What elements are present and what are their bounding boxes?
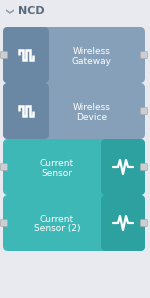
FancyBboxPatch shape [3, 195, 145, 251]
Text: ❯: ❯ [3, 7, 12, 15]
Text: Sensor: Sensor [42, 168, 72, 178]
FancyBboxPatch shape [3, 139, 145, 195]
Text: Gateway: Gateway [72, 57, 112, 66]
Bar [39, 88, 46, 134]
Bar [106, 200, 113, 246]
FancyBboxPatch shape [141, 108, 147, 114]
FancyBboxPatch shape [101, 139, 145, 195]
FancyBboxPatch shape [141, 220, 147, 226]
FancyBboxPatch shape [3, 27, 145, 83]
Text: Device: Device [76, 113, 108, 122]
FancyBboxPatch shape [141, 164, 147, 170]
FancyBboxPatch shape [0, 220, 8, 226]
Text: Current: Current [40, 159, 74, 167]
FancyBboxPatch shape [0, 52, 8, 58]
Text: Wireless: Wireless [73, 103, 111, 111]
Text: Sensor (2): Sensor (2) [34, 224, 80, 234]
Text: Current: Current [40, 215, 74, 224]
FancyBboxPatch shape [141, 52, 147, 58]
FancyBboxPatch shape [3, 27, 49, 83]
Bar [39, 32, 46, 78]
FancyBboxPatch shape [0, 164, 8, 170]
FancyBboxPatch shape [3, 83, 49, 139]
FancyBboxPatch shape [3, 83, 145, 139]
Text: Wireless: Wireless [73, 46, 111, 55]
FancyBboxPatch shape [101, 195, 145, 251]
Text: NCD: NCD [18, 6, 45, 16]
Bar [106, 144, 113, 190]
